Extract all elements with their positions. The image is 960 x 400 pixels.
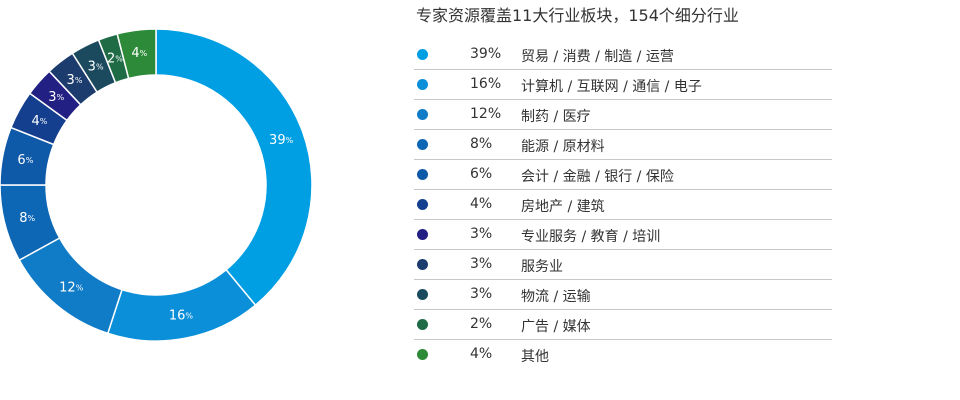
legend-percent: 3% [470,226,493,242]
legend-item: 39% 贸易 / 消费 / 制造 / 运营 [414,40,832,70]
legend-label: 制药 / 医疗 [521,109,591,125]
legend-percent: 16% [470,76,502,92]
legend-label: 会计 / 金融 / 银行 / 保险 [521,169,674,185]
legend-label: 能源 / 原材料 [521,139,605,155]
donut-slice [155,28,313,307]
slice-value-label: 16% [169,308,194,323]
legend-label: 其他 [521,349,549,365]
legend-percent: 3% [470,286,493,302]
legend-percent: 39% [470,46,502,62]
legend-item: 6% 会计 / 金融 / 银行 / 保险 [414,160,832,190]
donut-chart: 39%16%12%8%6%4%3%3%3%2% 4% [0,28,313,342]
donut-slice [106,268,257,342]
legend-dot [417,79,428,90]
legend-dot [417,259,428,270]
legend-item: 3% 服务业 [414,250,832,280]
legend-label: 广告 / 媒体 [521,319,591,335]
legend-item: 4% 其他 [414,340,832,370]
legend-percent: 4% [470,346,493,362]
legend-dot [417,349,428,360]
legend-item: 16% 计算机 / 互联网 / 通信 / 电子 [414,70,832,100]
legend-item: 4% 房地产 / 建筑 [414,190,832,220]
slice-value-label: 12% [59,280,84,295]
legend-label: 房地产 / 建筑 [521,199,605,215]
legend-label: 物流 / 运输 [521,289,591,305]
legend-label: 服务业 [521,259,563,275]
slice-value-label: 3% [67,72,83,87]
legend-dot [417,109,428,120]
legend-label: 专业服务 / 教育 / 培训 [521,229,661,245]
legend-dot [417,169,428,180]
slice-value-label: 39% [269,132,294,147]
legend-dot [417,199,428,210]
legend-label: 计算机 / 互联网 / 通信 / 电子 [521,79,702,95]
legend-dot [417,139,428,150]
legend-dot [417,229,428,240]
slice-value-label: 3% [48,90,64,105]
slice-value-label: 4% [131,46,147,61]
slice-value-label: 4% [32,113,48,128]
slice-value-label: 8% [19,211,35,226]
legend-percent: 3% [470,256,493,272]
slice-value-label: 3% [88,59,104,74]
legend-item: 2% 广告 / 媒体 [414,310,832,340]
legend-item: 8% 能源 / 原材料 [414,130,832,160]
legend-item: 3% 物流 / 运输 [414,280,832,310]
legend: 39% 贸易 / 消费 / 制造 / 运营 16% 计算机 / 互联网 / 通信… [414,40,832,370]
legend-dot [417,289,428,300]
legend-item: 12% 制药 / 医疗 [414,100,832,130]
legend-item: 3% 专业服务 / 教育 / 培训 [414,220,832,250]
legend-percent: 4% [470,196,493,212]
slice-value-label: 6% [17,153,33,168]
legend-dot [417,49,428,60]
legend-percent: 8% [470,136,493,152]
legend-percent: 2% [470,316,493,332]
legend-percent: 6% [470,166,493,182]
slice-value-label: 2% [107,51,123,66]
legend-percent: 12% [470,106,502,122]
chart-title: 专家资源覆盖11大行业板块，154个细分行业 [416,6,739,25]
legend-label: 贸易 / 消费 / 制造 / 运营 [521,49,674,65]
donut-slice [116,28,157,80]
legend-dot [417,319,428,330]
